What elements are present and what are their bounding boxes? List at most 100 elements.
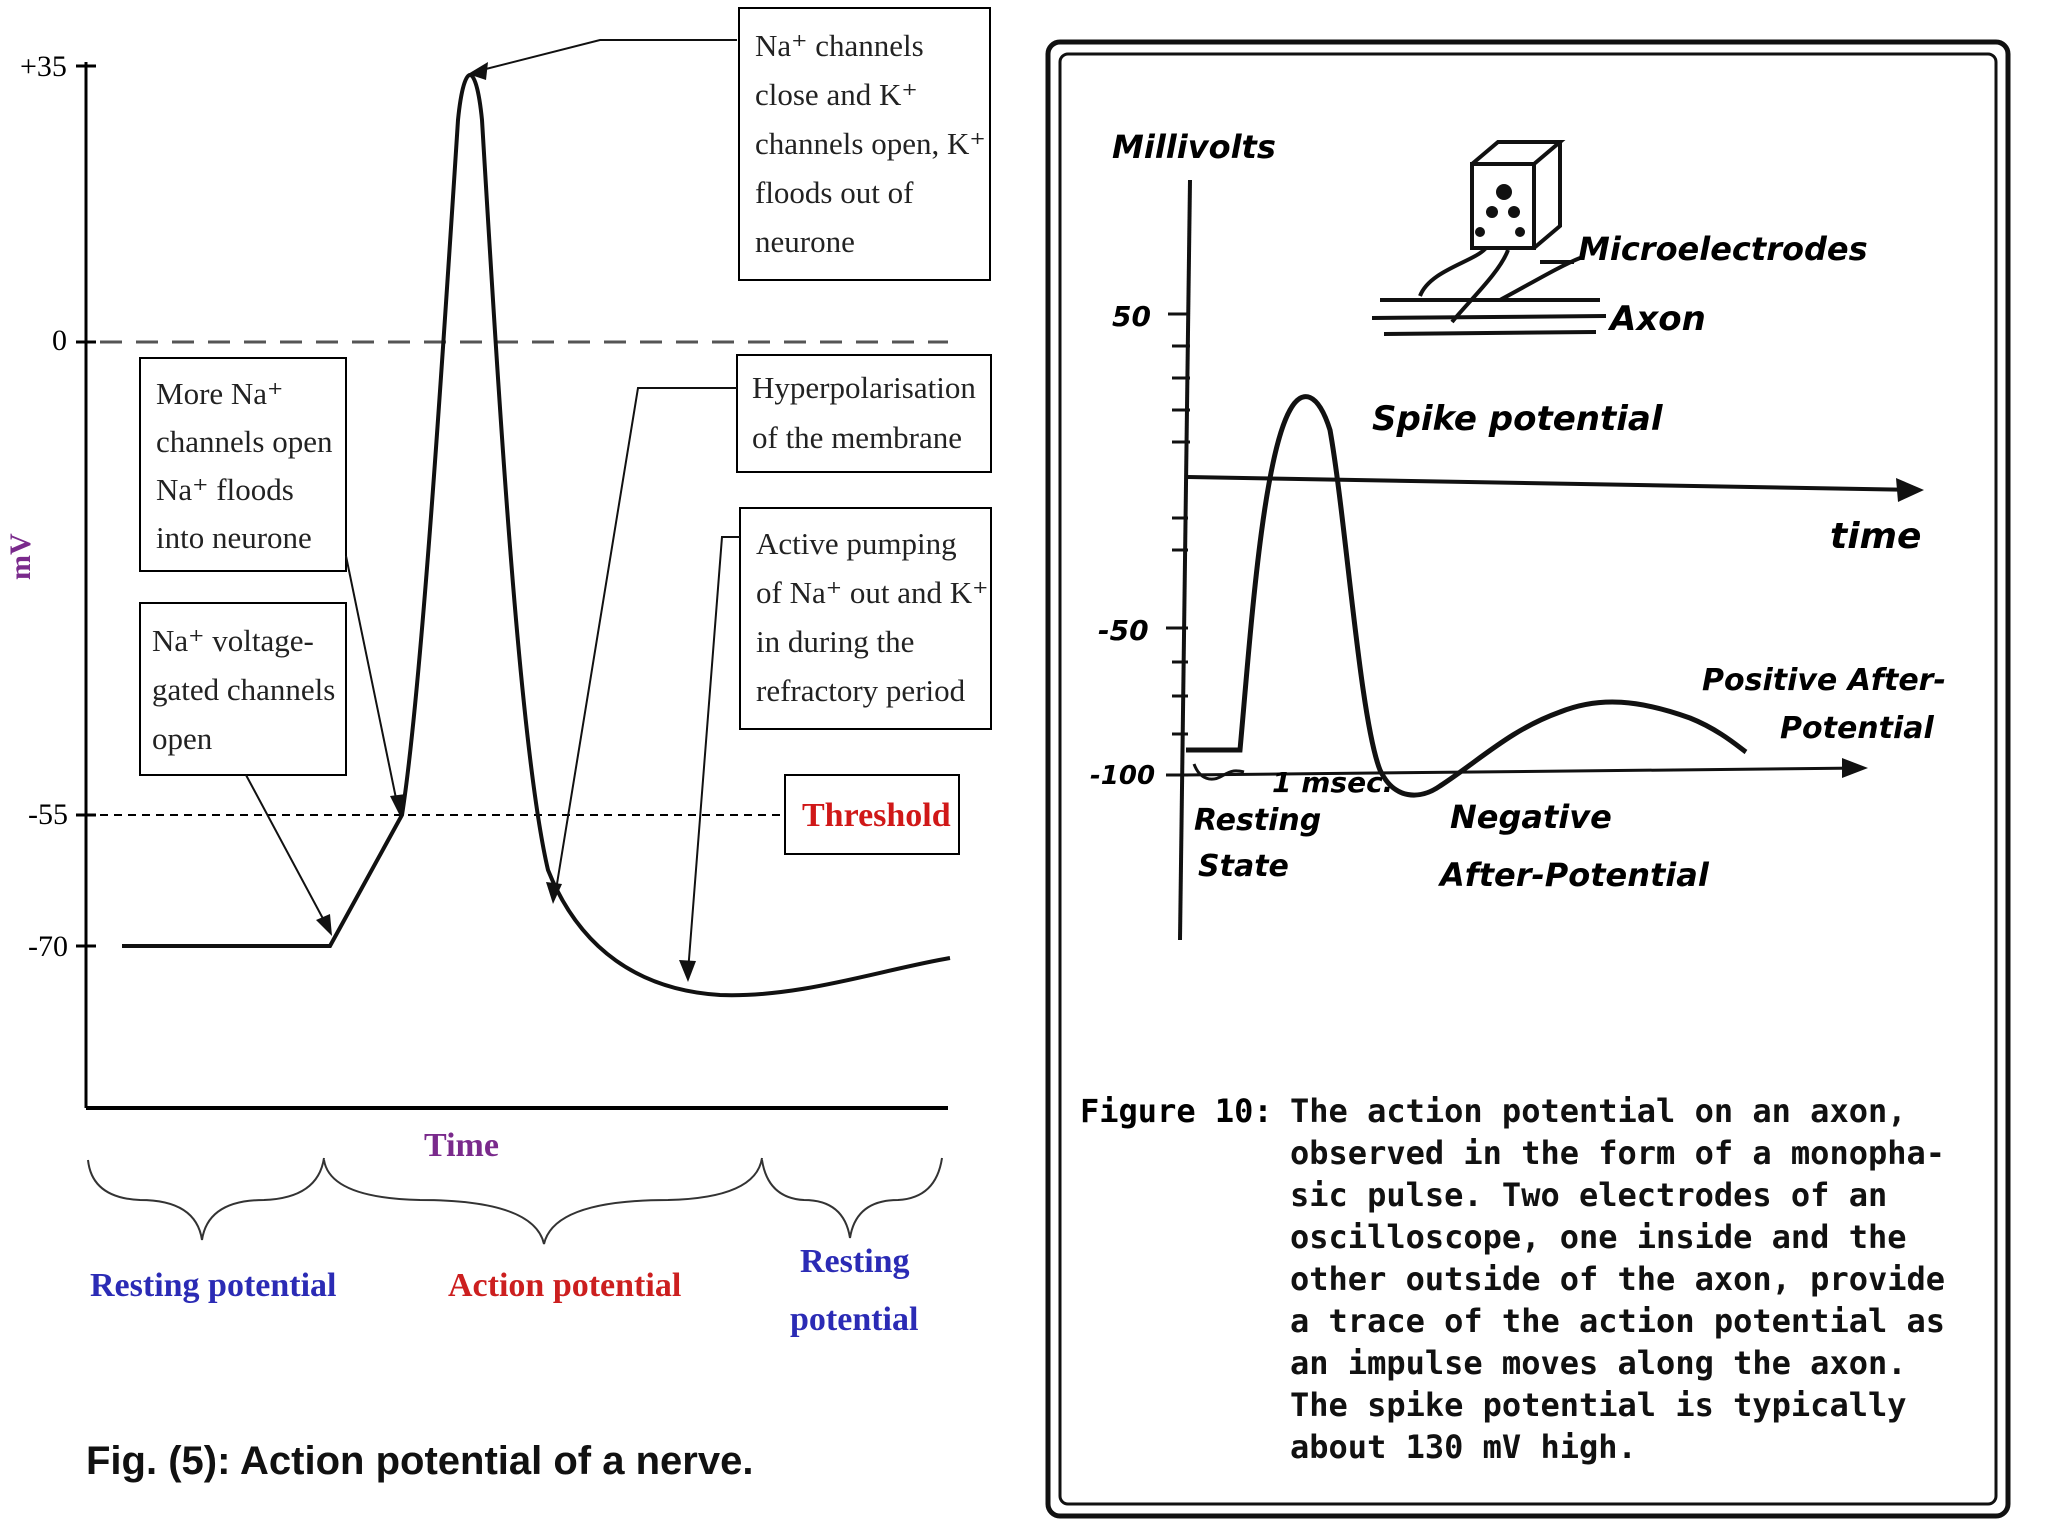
arrow-hyperpolarisation [554,387,737,897]
caption-line: The spike potential is typically [1290,1386,1907,1424]
cell-box-top [1470,140,1566,166]
resting-state-label: State [1198,849,1289,884]
brace-resting-2 [761,1157,943,1239]
arrowhead [390,794,406,816]
phase-resting-2: potential [790,1301,918,1338]
time-label: time [1830,516,1921,557]
na-close-box [738,7,991,281]
y-tick-55: -55 [28,798,68,831]
microelectrodes-label: Microelectrodes [1578,230,1868,268]
negative-after-label: Negative [1450,798,1612,836]
y-tick-0: 0 [52,324,67,357]
right-y-tick-minus100: -100 [1090,761,1155,791]
threshold-label: Threshold [802,797,951,834]
na-gated-box [139,602,347,776]
negative-after-label: After-Potential [1437,856,1710,894]
more-na-line: More Na⁺ [156,376,283,411]
na-gated-line: Na⁺ voltage- [152,623,314,658]
y-tick-35: +35 [20,50,67,83]
right-y-tick-minus50: -50 [1098,614,1149,647]
inner-frame [1058,52,1998,1506]
electrode-2 [1450,249,1510,324]
positive-after-label: Potential [1780,711,1935,746]
hyperpolarisation-box [736,354,992,473]
active-pumping-box [739,507,992,730]
caption-line: an impulse moves along the axon. [1290,1344,1907,1382]
outer-frame [1045,39,2011,1519]
cell-dot [1515,227,1525,237]
na-gated-line: gated channels [152,672,335,707]
positive-after-label: Positive After- [1702,663,1946,698]
phase-resting-2: Resting [800,1243,910,1280]
brace-action [323,1157,763,1245]
action-potential-curve [122,73,951,998]
time-axis [1187,475,1919,492]
baseline-axis [1183,766,1865,777]
na-close-line: channels open, K⁺ [755,126,986,161]
y-axis-label: mV [4,533,37,580]
active-pumping-line: refractory period [756,673,966,708]
right-oscilloscope-figure: 50 -50 -100 Millivolts time Microelect [1045,39,2011,1519]
left-caption: Fig. (5): Action potential of a nerve. [86,1439,753,1483]
threshold-box [784,774,960,855]
cell-dots [1475,184,1525,237]
axon-line [1371,314,1607,320]
caption-line: about 130 mV high. [1290,1428,1637,1466]
more-na-line: Na⁺ floods [156,472,294,507]
baseline-arrowhead [1842,758,1868,778]
caption-line: other outside of the axon, provide [1290,1260,1945,1298]
electrode-3 [1499,256,1581,302]
right-y-tick-50: 50 [1112,300,1151,333]
arrowhead [468,62,488,80]
caption-line: oscilloscope, one inside and the [1290,1218,1907,1256]
active-pumping-line: in during the [756,624,914,659]
arrowhead [316,914,332,936]
hyperpolarisation-line: of the membrane [752,420,962,455]
arrowhead [546,882,562,904]
x-axis-label: Time [424,1127,499,1164]
left-action-potential-graph: +35 0 -55 -70 mV Na⁺ channels close and … [4,7,992,1483]
msec-label: 1 msec. [1272,766,1393,799]
cell-box-front [1470,162,1536,250]
electrode-1 [1418,246,1488,297]
phase-resting-1: Resting potential [90,1267,337,1304]
caption-line: sic pulse. Two electrodes of an [1290,1176,1887,1214]
cell-dot [1496,184,1512,200]
right-y-axis-label: Millivolts [1112,128,1276,166]
na-close-line: floods out of [755,175,914,210]
na-close-line: Na⁺ channels [755,28,924,63]
caption-line: The action potential on an axon, [1290,1092,1907,1130]
more-na-box [139,357,347,572]
spike-potential-curve [1186,394,1748,798]
cell-dot [1508,206,1520,218]
phase-action: Action potential [448,1267,681,1304]
time-arrowhead [1896,478,1924,502]
right-y-axis [1178,179,1192,941]
more-na-line: into neurone [156,520,312,555]
caption-line: a trace of the action potential as [1290,1302,1945,1340]
na-gated-line: open [152,721,213,756]
microelectrode-sketch [1371,140,1607,336]
y-tick-70: -70 [28,930,68,963]
more-na-line: channels open [156,424,333,459]
active-pumping-line: of Na⁺ out and K⁺ [756,575,988,610]
cell-dot [1475,227,1485,237]
arrowhead [679,960,696,982]
na-close-line: close and K⁺ [755,77,918,112]
axon-line [1383,330,1597,336]
msec-bracket [1192,763,1245,781]
brace-resting-1 [87,1157,325,1241]
caption-line: observed in the form of a monopha- [1290,1134,1945,1172]
figure-10-label: Figure 10: [1080,1092,1273,1130]
resting-state-label: Resting [1194,803,1321,838]
cell-box-side [1532,142,1562,250]
hyperpolarisation-line: Hyperpolarisation [752,370,976,405]
cell-dot [1486,206,1498,218]
axon-label: Axon [1607,299,1706,339]
arrow-na-close [473,39,737,73]
arrow-active-pumping [687,536,740,973]
spike-potential-label: Spike potential [1372,399,1664,439]
na-close-line: neurone [755,224,855,259]
arrow-more-na [345,555,399,809]
